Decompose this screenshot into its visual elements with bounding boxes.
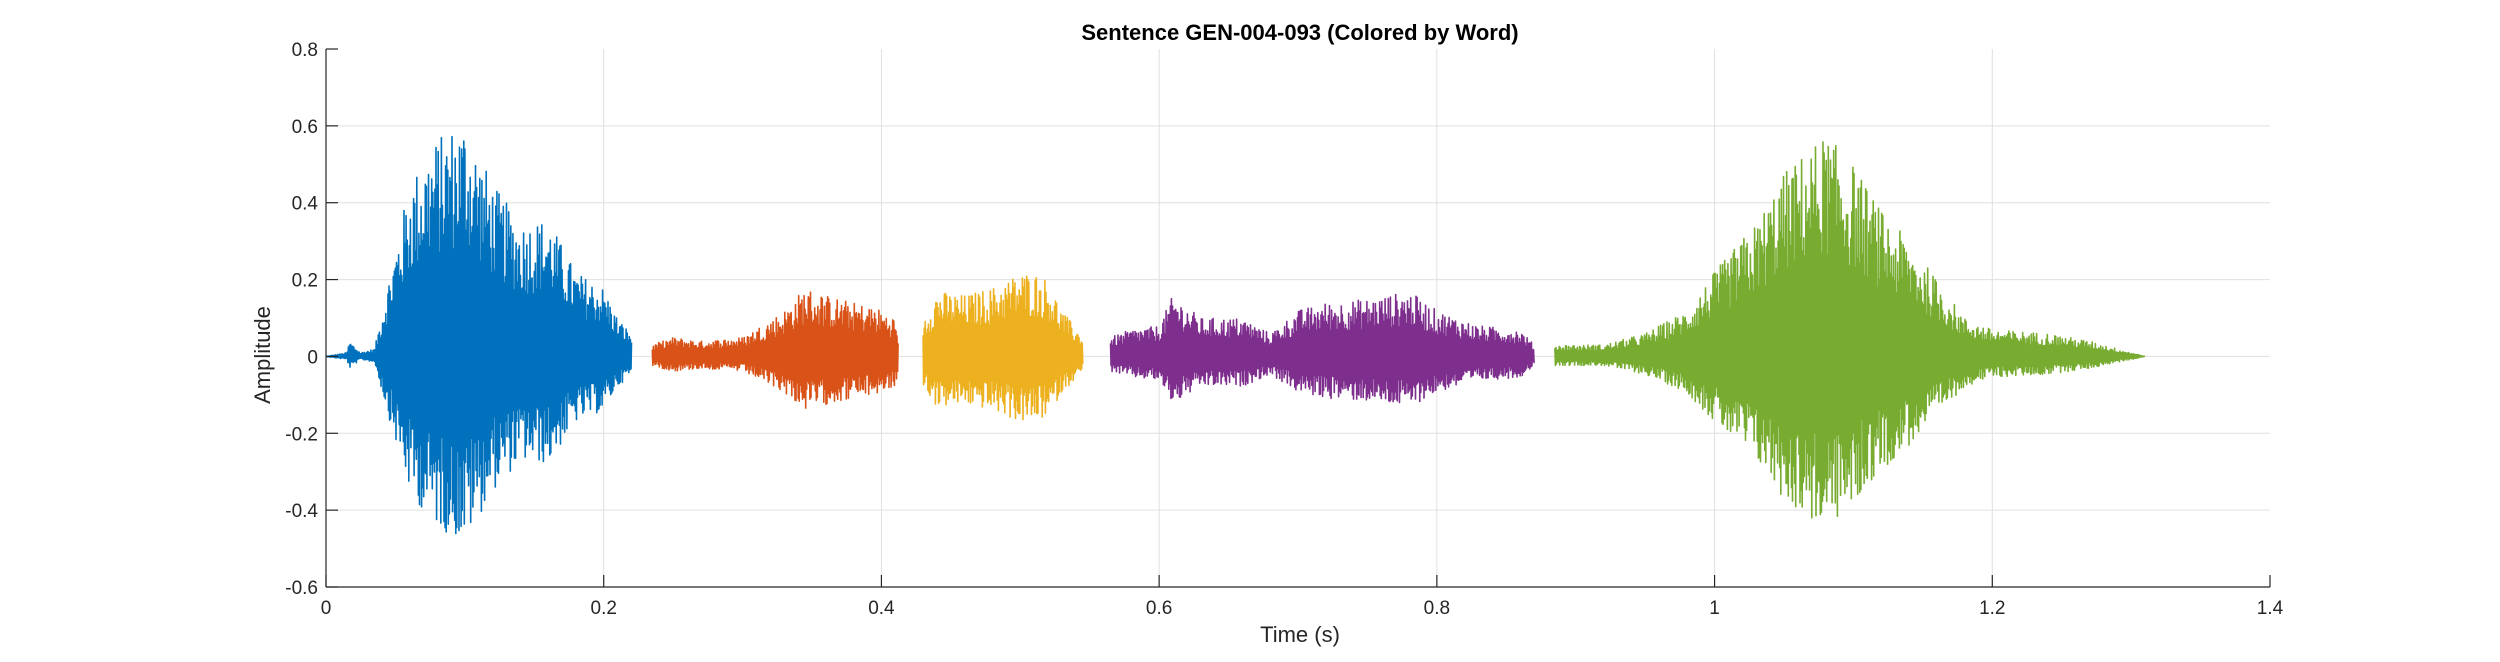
x-tick-label: 0.8 [1424,598,1450,619]
waveform-series-4 [1109,293,1535,404]
y-axis-label: Amplitude [250,306,275,404]
x-tick-label: 1 [1709,598,1720,619]
y-tick-label: 0.4 [292,194,319,215]
x-tick-label: 0 [321,598,332,619]
y-tick-label: 0 [307,347,318,368]
waveform-series-1 [325,135,633,535]
x-tick-label: 0.2 [591,598,617,619]
chart-title: Sentence GEN-004-093 (Colored by Word) [1081,20,1518,45]
x-tick-label: 0.6 [1146,598,1172,619]
waveform-series-group [325,135,2146,535]
x-tick-label: 0.4 [868,598,895,619]
y-tick-label: -0.4 [285,501,318,522]
waveform-series-3 [922,275,1084,421]
y-tick-label: 0.6 [292,117,318,138]
x-axis-label: Time (s) [1260,622,1340,647]
y-tick-label: -0.2 [285,424,318,445]
waveform-series-5 [1554,141,2146,519]
y-tick-label: -0.6 [285,578,318,599]
waveform-series-2 [651,291,899,409]
x-tick-label: 1.4 [2257,598,2284,619]
x-tick-label: 1.2 [1979,598,2005,619]
y-tick-label: 0.2 [292,271,318,292]
axes: 0 0.2 0.4 0.6 0.8 1 1.2 1.4 -0.6 -0.4 -0.2 0 0.2 0.4 0… [285,40,2283,619]
y-tick-label: 0.8 [292,40,318,61]
